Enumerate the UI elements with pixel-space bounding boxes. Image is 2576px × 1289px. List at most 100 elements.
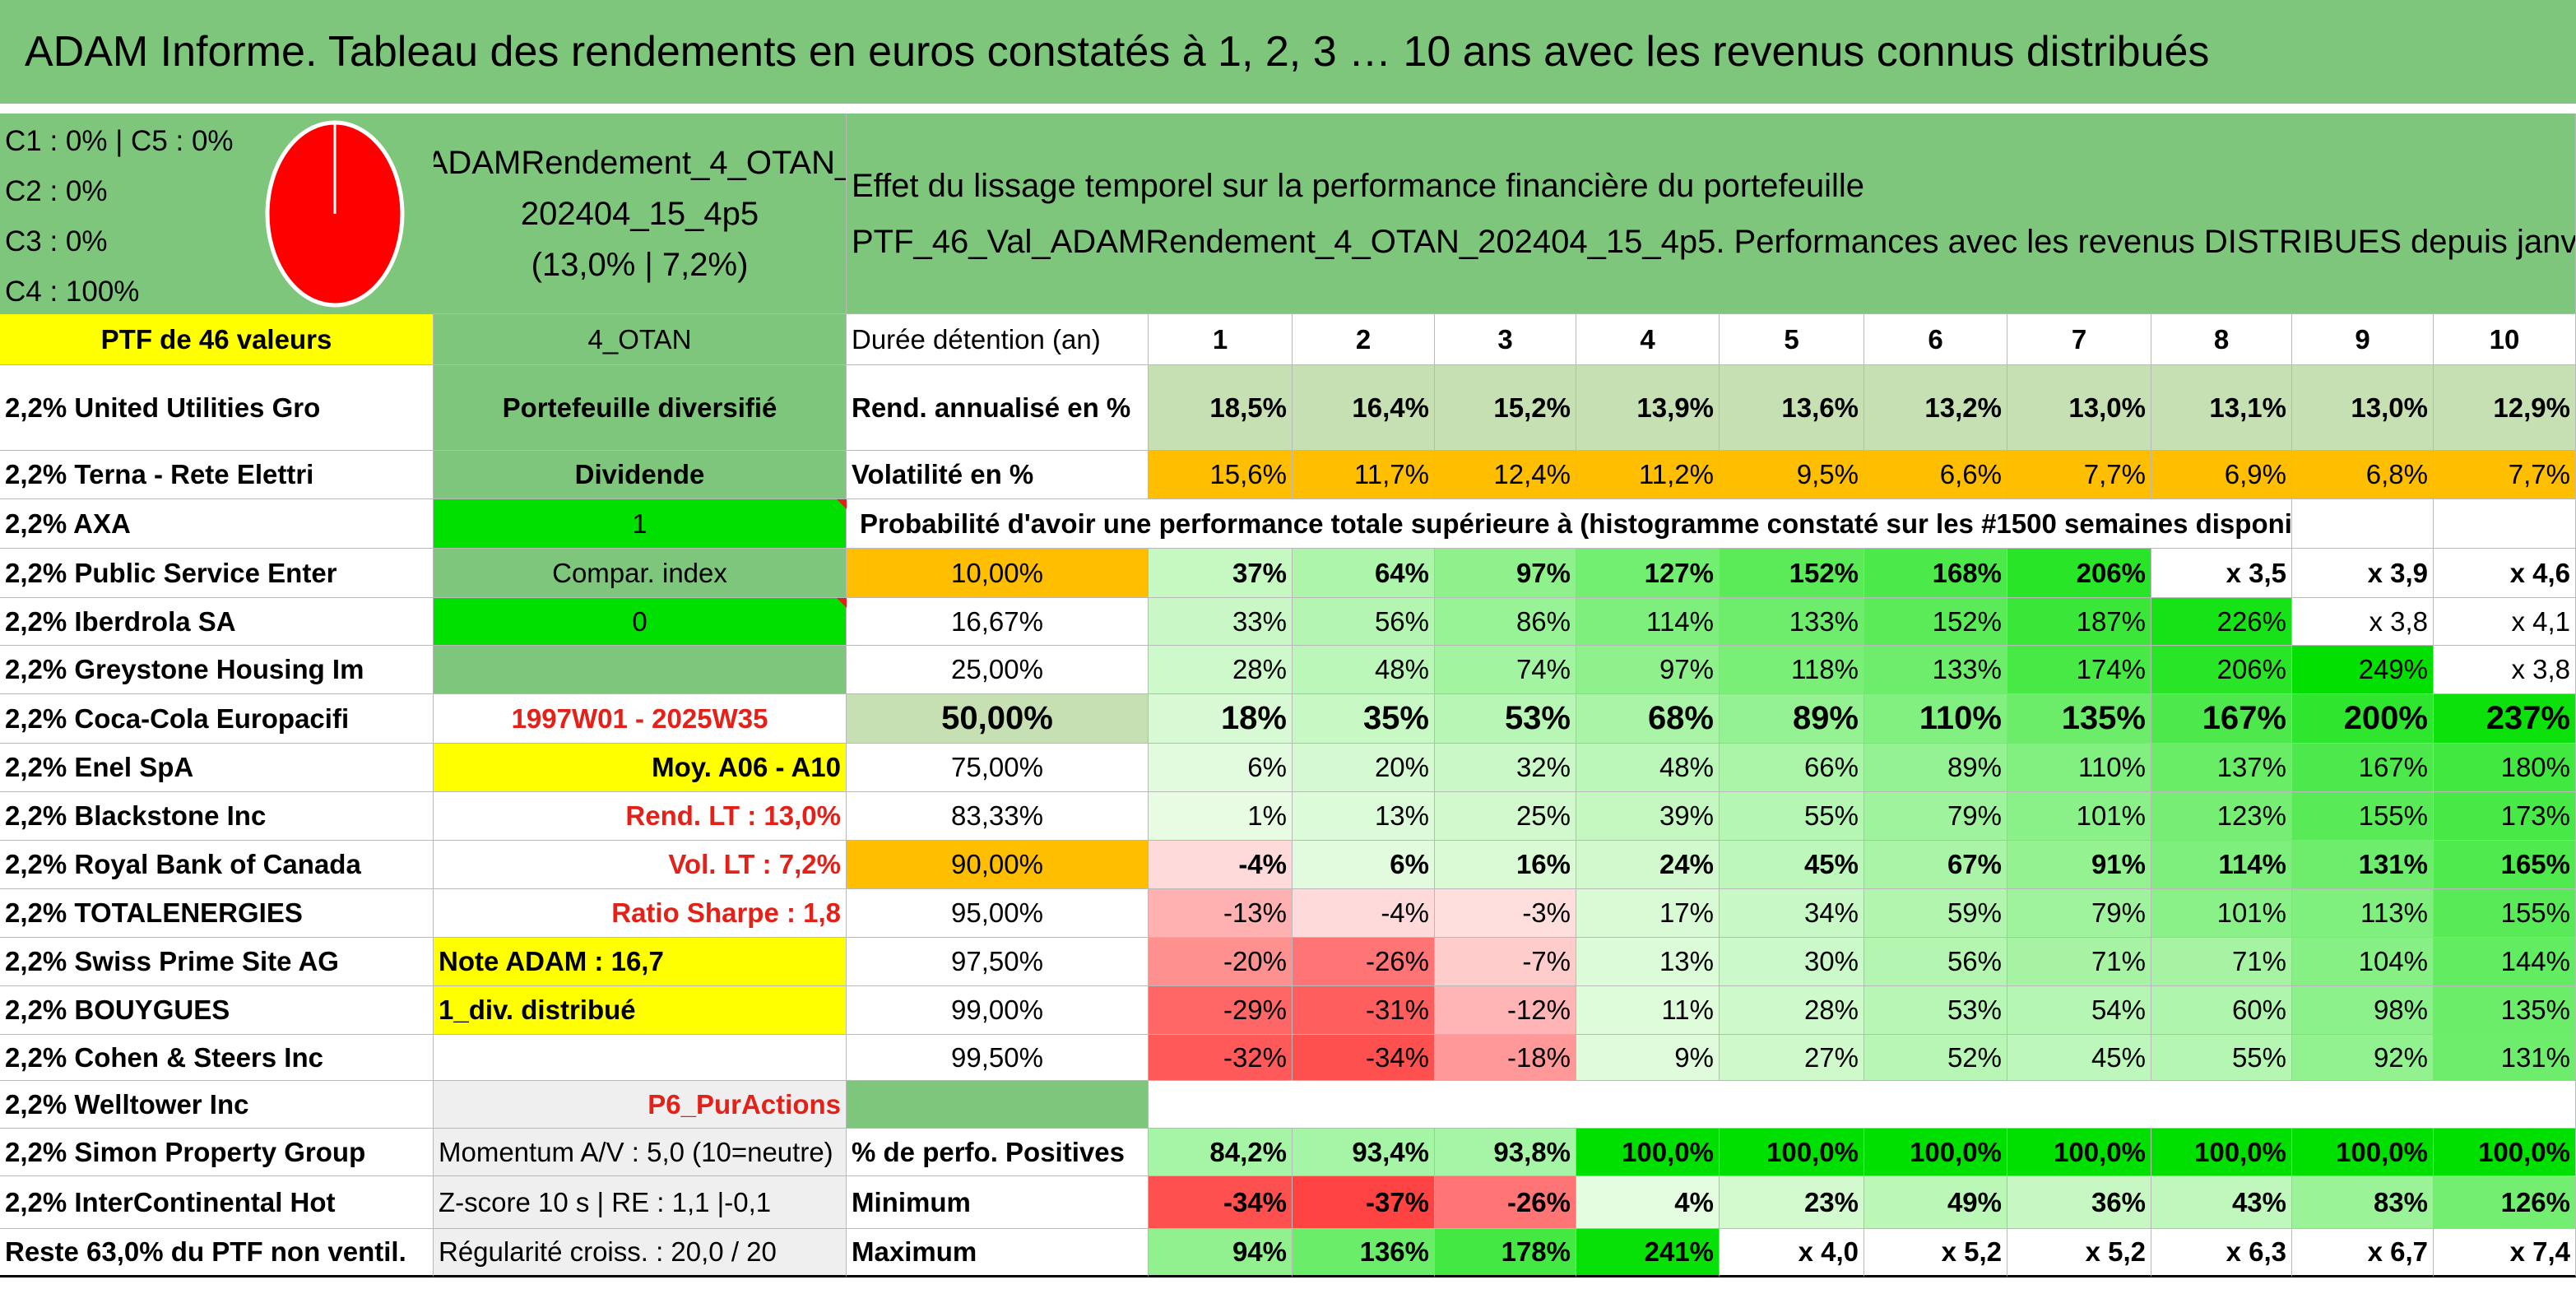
info-sharpe: Ratio Sharpe : 1,8 xyxy=(434,889,847,938)
minimum-value: -34% xyxy=(1149,1176,1293,1229)
probability-value: 27% xyxy=(1720,1035,1864,1081)
probability-value: 60% xyxy=(2151,986,2292,1035)
legend-c2: C2 : 0% xyxy=(5,175,108,207)
info-blank-2 xyxy=(434,1035,847,1081)
probability-value: -12% xyxy=(1435,986,1576,1035)
model-name-line1: ADAMRendement_4_OTAN_ xyxy=(434,144,847,181)
rend-value: 13,0% xyxy=(2007,365,2151,451)
maximum-value: x 7,4 xyxy=(2434,1229,2576,1277)
probability-value: 37% xyxy=(1149,549,1293,598)
probability-value: 13% xyxy=(1293,792,1435,841)
minimum-value: -37% xyxy=(1293,1176,1435,1229)
probability-value: x 3,8 xyxy=(2292,598,2434,646)
probability-value: 32% xyxy=(1435,744,1576,792)
probability-value: -26% xyxy=(1293,938,1435,986)
year-header: 6 xyxy=(1864,314,2007,365)
probability-value: 200% xyxy=(2292,694,2434,744)
rend-value: 13,1% xyxy=(2151,365,2292,451)
probability-value: 168% xyxy=(1864,549,2007,598)
rend-value: 12,9% xyxy=(2434,365,2576,451)
probability-value: x 4,1 xyxy=(2434,598,2576,646)
probability-value: -7% xyxy=(1435,938,1576,986)
probability-value: -4% xyxy=(1293,889,1435,938)
probability-value: 56% xyxy=(1864,938,2007,986)
holding-row: 2,2% Welltower Inc xyxy=(0,1081,434,1129)
legend-c4: C4 : 100% xyxy=(5,276,140,308)
holding-row: 2,2% Terna - Rete Elettri xyxy=(0,451,434,499)
quantile-label: 10,00% xyxy=(847,549,1149,598)
minimum-value: 49% xyxy=(1864,1176,2007,1229)
probability-value: 55% xyxy=(2151,1035,2292,1081)
quantile-label: 99,00% xyxy=(847,986,1149,1035)
probability-value: 45% xyxy=(2007,1035,2151,1081)
probability-value: 56% xyxy=(1293,598,1435,646)
rend-value: 18,5% xyxy=(1149,365,1293,451)
holding-row: 2,2% Blackstone Inc xyxy=(0,792,434,841)
rend-value: 13,6% xyxy=(1720,365,1864,451)
probability-value: 54% xyxy=(2007,986,2151,1035)
positive-perf-value: 84,2% xyxy=(1149,1129,1293,1176)
model-name-box: ADAMRendement_4_OTAN_ 202404_15_4p5 (13,… xyxy=(434,114,847,314)
probability-value: 114% xyxy=(1576,598,1720,646)
duration-label: Durée détention (an) xyxy=(847,314,1149,365)
probability-value: 79% xyxy=(2007,889,2151,938)
info-rend-lt: Rend. LT : 13,0% xyxy=(434,792,847,841)
vol-value: 6,6% xyxy=(1864,451,2007,499)
vol-value: 11,2% xyxy=(1576,451,1720,499)
maximum-label: Maximum xyxy=(847,1229,1149,1277)
probability-value: 137% xyxy=(2151,744,2292,792)
probability-value: 71% xyxy=(2007,938,2151,986)
minimum-value: 4% xyxy=(1576,1176,1720,1229)
rend-value: 13,9% xyxy=(1576,365,1720,451)
quantile-label: 90,00% xyxy=(847,841,1149,889)
probability-value: 18% xyxy=(1149,694,1293,744)
probability-value: 167% xyxy=(2292,744,2434,792)
info-note: Note ADAM : 16,7 xyxy=(434,938,847,986)
probability-value: 152% xyxy=(1864,598,2007,646)
vol-value: 11,7% xyxy=(1293,451,1435,499)
rend-label: Rend. annualisé en % xyxy=(847,365,1149,451)
year-header: 9 xyxy=(2292,314,2434,365)
report-title: ADAM Informe. Tableau des rendements en … xyxy=(0,0,2576,104)
probability-value: 20% xyxy=(1293,744,1435,792)
probability-value: 123% xyxy=(2151,792,2292,841)
spacer-green xyxy=(847,1081,1149,1129)
comment-marker xyxy=(837,598,847,608)
probability-value: 174% xyxy=(2007,646,2151,694)
vol-value: 6,9% xyxy=(2151,451,2292,499)
probability-value: 53% xyxy=(1864,986,2007,1035)
probability-value: -29% xyxy=(1149,986,1293,1035)
probability-value: 155% xyxy=(2292,792,2434,841)
probability-value: 135% xyxy=(2434,986,2576,1035)
probability-value: 155% xyxy=(2434,889,2576,938)
probability-value: 173% xyxy=(2434,792,2576,841)
year-header: 4 xyxy=(1576,314,1720,365)
allocation-pie-chart xyxy=(265,120,405,308)
probability-value: 39% xyxy=(1576,792,1720,841)
minimum-value: 43% xyxy=(2151,1176,2292,1229)
vol-value: 6,8% xyxy=(2292,451,2434,499)
probability-value: 206% xyxy=(2007,549,2151,598)
probability-value: 64% xyxy=(1293,549,1435,598)
probability-value: 249% xyxy=(2292,646,2434,694)
description-line1: Effet du lissage temporel sur la perform… xyxy=(852,167,1865,204)
info-period: 1997W01 - 2025W35 xyxy=(434,694,847,744)
probability-value: 17% xyxy=(1576,889,1720,938)
info-momentum: Momentum A/V : 5,0 (10=neutre) xyxy=(434,1129,847,1176)
maximum-value: x 4,0 xyxy=(1720,1229,1864,1277)
probability-value: 28% xyxy=(1149,646,1293,694)
spacer-strip xyxy=(0,104,2576,114)
probability-value: 133% xyxy=(1720,598,1864,646)
holding-row: 2,2% Simon Property Group xyxy=(0,1129,434,1176)
rend-value: 15,2% xyxy=(1435,365,1576,451)
year-header: 3 xyxy=(1435,314,1576,365)
probability-value: 167% xyxy=(2151,694,2292,744)
quantile-label: 25,00% xyxy=(847,646,1149,694)
positive-perf-value: 93,4% xyxy=(1293,1129,1435,1176)
info-compar: Compar. index xyxy=(434,549,847,598)
positive-perf-value: 93,8% xyxy=(1435,1129,1576,1176)
quantile-label: 50,00% xyxy=(847,694,1149,744)
probability-value: 165% xyxy=(2434,841,2576,889)
probability-value: 24% xyxy=(1576,841,1720,889)
info-dividend: 1_div. distribué xyxy=(434,986,847,1035)
